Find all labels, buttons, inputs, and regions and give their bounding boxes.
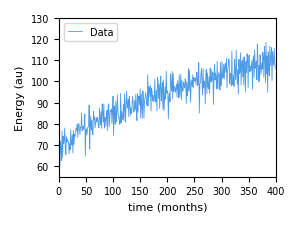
- Data: [194, 77, 197, 80]
- Y-axis label: Energy (au): Energy (au): [15, 65, 25, 131]
- Data: [84, 155, 87, 158]
- Data: [128, 103, 132, 106]
- Data: [57, 151, 61, 154]
- X-axis label: time (months): time (months): [128, 202, 207, 212]
- Line: Data: Data: [59, 43, 275, 167]
- Legend: Data: Data: [64, 24, 117, 42]
- Data: [214, 72, 217, 75]
- Data: [143, 97, 147, 100]
- Data: [274, 68, 277, 71]
- Data: [215, 88, 218, 91]
- Data: [58, 165, 62, 168]
- Data: [264, 42, 268, 44]
